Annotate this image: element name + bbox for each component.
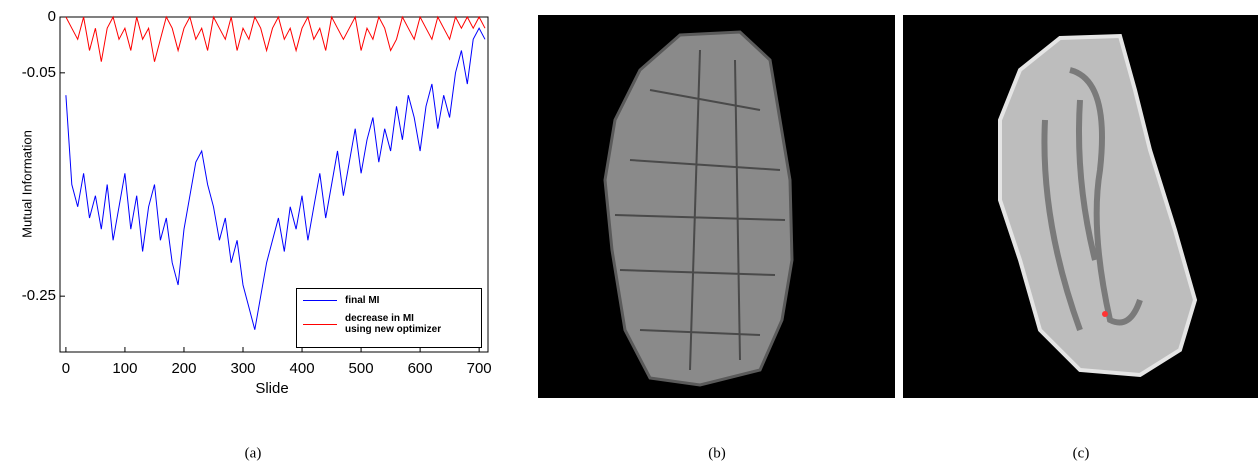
x-tick-label: 500 bbox=[349, 360, 374, 377]
x-tick-label: 600 bbox=[408, 360, 433, 377]
legend-entry: final MI bbox=[303, 295, 379, 306]
y-tick-label: -0.05 bbox=[22, 64, 56, 81]
legend-label: decrease in MI using new optimizer bbox=[345, 313, 442, 335]
x-tick-label: 200 bbox=[171, 360, 196, 377]
marker bbox=[1102, 311, 1108, 317]
x-tick-label: 300 bbox=[230, 360, 255, 377]
legend-swatch bbox=[303, 300, 337, 301]
scan-volume bbox=[603, 30, 794, 387]
x-tick-label: 100 bbox=[112, 360, 137, 377]
caption: (b) bbox=[708, 445, 726, 461]
legend-label: final MI bbox=[345, 295, 380, 306]
legend-swatch bbox=[303, 323, 337, 325]
y-axis-label: Mutual Information bbox=[19, 130, 34, 238]
y-tick-label: -0.25 bbox=[22, 287, 56, 304]
legend-entry: decrease in MI using new optimizer bbox=[303, 313, 441, 335]
x-axis-label: Slide bbox=[255, 380, 288, 397]
caption: (a) bbox=[245, 445, 262, 461]
legend: final MI decrease in MI using new optimiz… bbox=[296, 288, 482, 348]
x-tick-label: 700 bbox=[467, 360, 492, 377]
series-line bbox=[65, 27, 486, 330]
caption: (c) bbox=[1073, 445, 1090, 461]
scan-texture bbox=[614, 49, 786, 371]
series-line bbox=[65, 15, 486, 62]
x-tick-label: 400 bbox=[290, 360, 315, 377]
surface-folds bbox=[1041, 67, 1143, 332]
y-tick-label: 0 bbox=[48, 8, 56, 25]
x-tick-label: 0 bbox=[62, 360, 70, 377]
